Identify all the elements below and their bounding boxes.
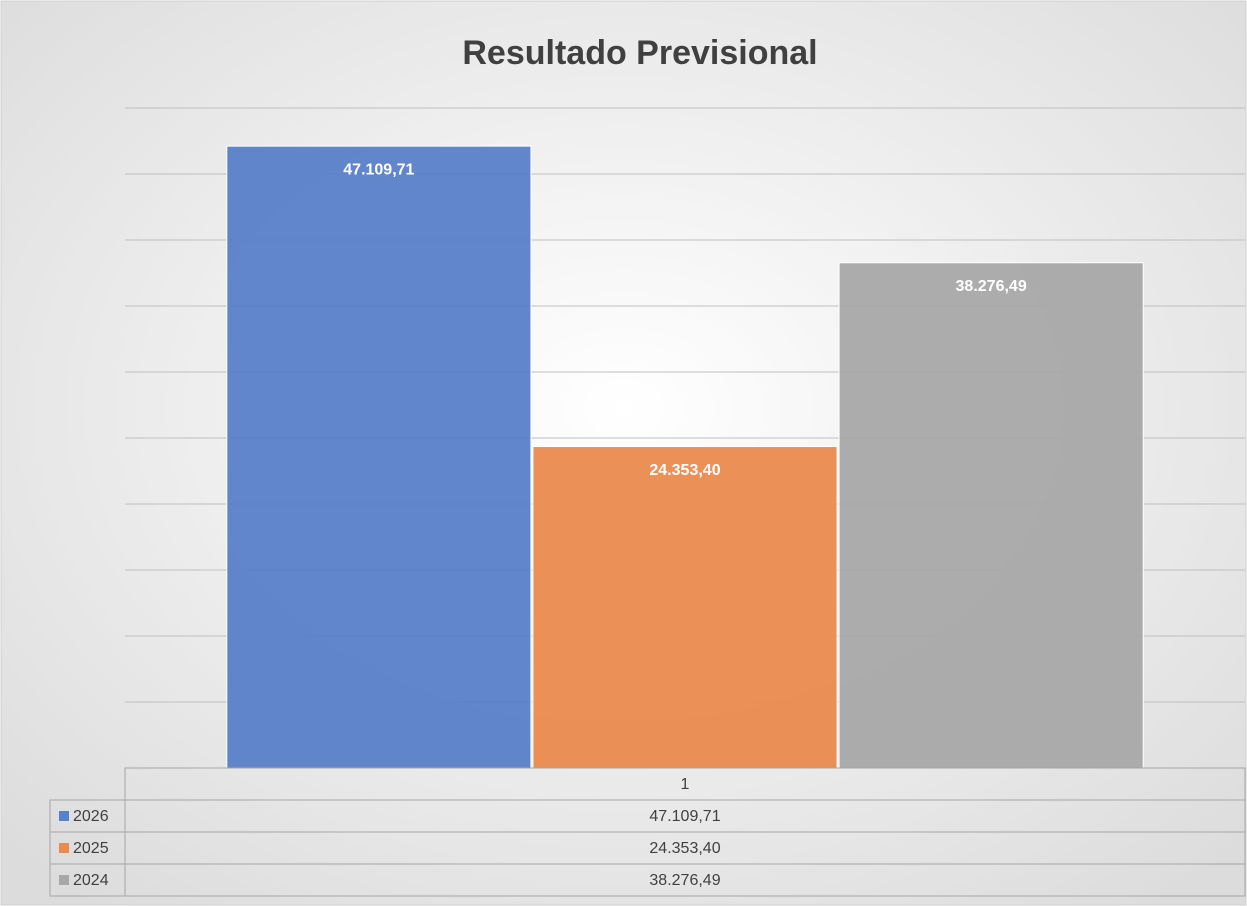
table-value: 47.109,71 bbox=[649, 808, 720, 825]
bar bbox=[532, 446, 838, 769]
data-label: 47.109,71 bbox=[343, 161, 414, 178]
x-tick-label: 1 bbox=[681, 776, 690, 793]
data-label: 38.276,49 bbox=[956, 278, 1027, 295]
bar bbox=[226, 145, 532, 769]
legend-label: 2024 bbox=[73, 872, 109, 889]
legend-key bbox=[59, 811, 69, 821]
table-value: 38.276,49 bbox=[649, 872, 720, 889]
bar bbox=[838, 262, 1144, 769]
legend-key bbox=[59, 843, 69, 853]
legend-label: 2026 bbox=[73, 808, 109, 825]
table-row bbox=[49, 863, 1246, 897]
data-label: 24.353,40 bbox=[649, 462, 720, 479]
table-value: 24.353,40 bbox=[649, 840, 720, 857]
legend-label: 2025 bbox=[73, 840, 109, 857]
legend-key bbox=[59, 875, 69, 885]
chart-title: Resultado Previsional bbox=[462, 34, 817, 72]
